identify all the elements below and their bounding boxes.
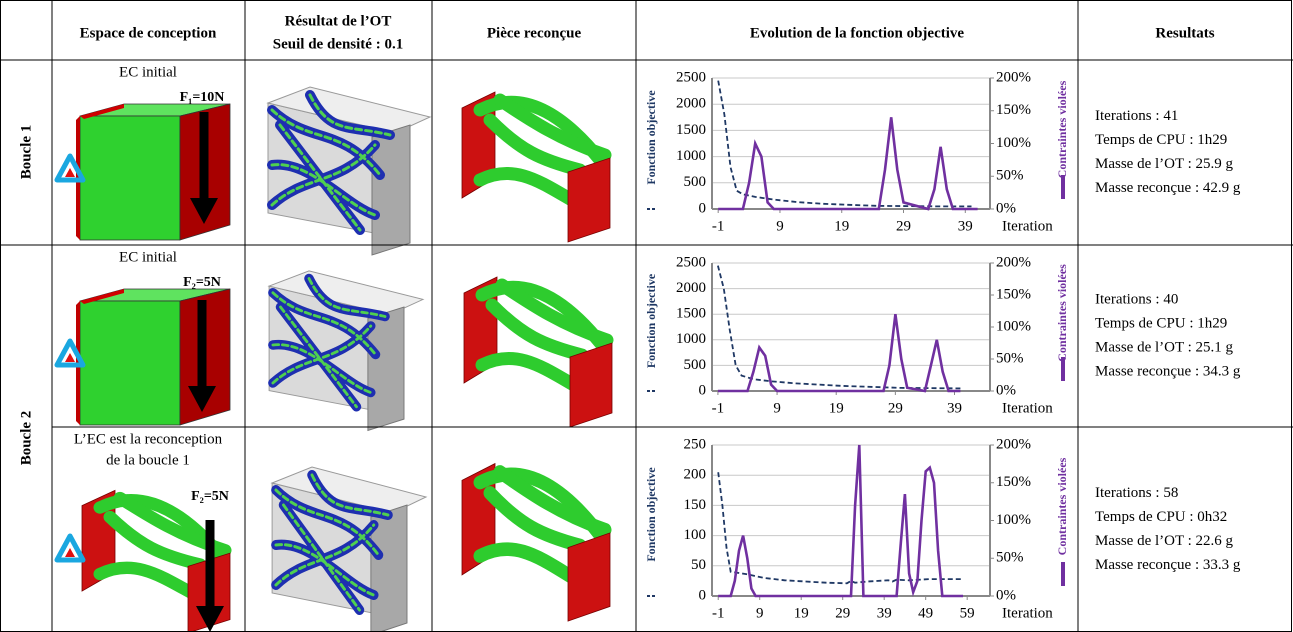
y-axis-label: Fonction objective bbox=[644, 90, 658, 185]
illustrations bbox=[57, 87, 612, 632]
x-tick-label: 59 bbox=[960, 605, 975, 621]
header: Resultats bbox=[1155, 25, 1214, 41]
force-label: F₂=5N bbox=[183, 275, 221, 290]
result-line: Iterations : 41 bbox=[1095, 108, 1178, 124]
result-line: Iterations : 40 bbox=[1095, 291, 1178, 307]
series-line bbox=[717, 314, 961, 393]
y2-axis-label: Contraintes violées bbox=[1055, 80, 1069, 178]
series-line bbox=[717, 80, 972, 208]
series-line bbox=[717, 472, 963, 585]
y-tick-label: 2000 bbox=[676, 96, 706, 112]
y2-tick-label: 100% bbox=[996, 512, 1031, 528]
result-line: Temps de CPU : 1h29 bbox=[1095, 315, 1227, 331]
result-line: Temps de CPU : 0h32 bbox=[1095, 509, 1227, 525]
result-line: Masse de l’OT : 22.6 g bbox=[1095, 533, 1234, 549]
force-label: F₁=10N bbox=[180, 90, 225, 105]
x-tick-label: 39 bbox=[947, 400, 962, 416]
header: Espace de conception bbox=[80, 25, 217, 41]
design-label: EC initial bbox=[119, 64, 177, 80]
y2-axis-label: Contraintes violées bbox=[1055, 457, 1069, 555]
x-tick-label: -1 bbox=[712, 218, 725, 234]
y2-tick-label: 0% bbox=[996, 382, 1016, 398]
y-tick-label: 500 bbox=[684, 357, 707, 373]
y-tick-label: 1500 bbox=[676, 122, 706, 138]
x-tick-label: 39 bbox=[958, 218, 973, 234]
y-tick-label: 200 bbox=[684, 467, 707, 483]
force-label: F₂=5N bbox=[191, 489, 229, 504]
y2-tick-label: 200% bbox=[996, 254, 1031, 270]
y-tick-label: 100 bbox=[684, 527, 707, 543]
y2-tick-label: 50% bbox=[996, 168, 1024, 184]
series-line bbox=[718, 444, 963, 598]
y-tick-label: 0 bbox=[699, 200, 707, 216]
header-subtitle: Seuil de densité : 0.1 bbox=[273, 36, 403, 52]
y2-tick-label: 150% bbox=[996, 286, 1031, 302]
series-line bbox=[717, 265, 961, 390]
x-tick-label: 49 bbox=[918, 605, 933, 621]
header: Pièce reconçue bbox=[487, 25, 582, 41]
y2-tick-label: 200% bbox=[996, 436, 1031, 452]
y-tick-label: 500 bbox=[684, 174, 707, 190]
y-tick-label: 0 bbox=[699, 382, 707, 398]
result-line: Masse reconçue : 42.9 g bbox=[1095, 180, 1241, 196]
y2-tick-label: 150% bbox=[996, 474, 1031, 490]
y2-tick-label: 50% bbox=[996, 550, 1024, 566]
x-axis-label: Iteration bbox=[1002, 605, 1053, 621]
group-label: Boucle 2 bbox=[18, 411, 34, 466]
x-tick-label: 9 bbox=[756, 605, 764, 621]
y-tick-label: 2500 bbox=[676, 254, 706, 270]
x-tick-label: 9 bbox=[773, 400, 781, 416]
y2-tick-label: 50% bbox=[996, 350, 1024, 366]
y-tick-label: 1500 bbox=[676, 306, 706, 322]
x-tick-label: 19 bbox=[829, 400, 844, 416]
header: Evolution de la fonction objective bbox=[750, 25, 965, 41]
result-line: Masse de l’OT : 25.1 g bbox=[1095, 339, 1234, 355]
result-line: Masse reconçue : 33.3 g bbox=[1095, 557, 1241, 573]
result-line: Temps de CPU : 1h29 bbox=[1095, 132, 1227, 148]
y-axis-label: Fonction objective bbox=[644, 273, 658, 368]
y-axis-label: Fonction objective bbox=[644, 467, 658, 562]
y2-tick-label: 150% bbox=[996, 102, 1031, 118]
y2-tick-label: 100% bbox=[996, 318, 1031, 334]
y2-tick-label: 0% bbox=[996, 200, 1016, 216]
y2-axis-label: Contraintes violées bbox=[1055, 264, 1069, 362]
header: Résultat de l’OT bbox=[285, 13, 392, 29]
result-line: Masse de l’OT : 25.9 g bbox=[1095, 156, 1234, 172]
y-tick-label: 1000 bbox=[676, 331, 706, 347]
design-label: L’EC est la reconception bbox=[74, 431, 223, 447]
x-axis-label: Iteration bbox=[1002, 400, 1053, 416]
x-tick-label: -1 bbox=[712, 400, 725, 416]
design-label: EC initial bbox=[119, 249, 177, 265]
y-tick-label: 0 bbox=[699, 587, 707, 603]
y2-tick-label: 100% bbox=[996, 135, 1031, 151]
x-tick-label: 39 bbox=[877, 605, 892, 621]
x-tick-label: -1 bbox=[712, 605, 725, 621]
y-tick-label: 50 bbox=[691, 557, 706, 573]
result-line: Iterations : 58 bbox=[1095, 485, 1178, 501]
y-tick-label: 2500 bbox=[676, 69, 706, 85]
x-tick-label: 29 bbox=[896, 218, 911, 234]
y2-tick-label: 200% bbox=[996, 69, 1031, 85]
series-line bbox=[718, 117, 978, 211]
x-tick-label: 19 bbox=[834, 218, 849, 234]
x-axis-label: Iteration bbox=[1002, 218, 1053, 234]
y2-tick-label: 0% bbox=[996, 587, 1016, 603]
x-tick-label: 29 bbox=[835, 605, 850, 621]
y-tick-label: 1000 bbox=[676, 148, 706, 164]
group-label: Boucle 1 bbox=[18, 125, 34, 180]
y-tick-label: 2000 bbox=[676, 280, 706, 296]
y-tick-label: 250 bbox=[684, 436, 707, 452]
design-label: de la boucle 1 bbox=[106, 452, 190, 468]
y-tick-label: 150 bbox=[684, 497, 707, 513]
x-tick-label: 29 bbox=[888, 400, 903, 416]
x-tick-label: 9 bbox=[776, 218, 784, 234]
x-tick-label: 19 bbox=[794, 605, 809, 621]
result-line: Masse reconçue : 34.3 g bbox=[1095, 363, 1241, 379]
